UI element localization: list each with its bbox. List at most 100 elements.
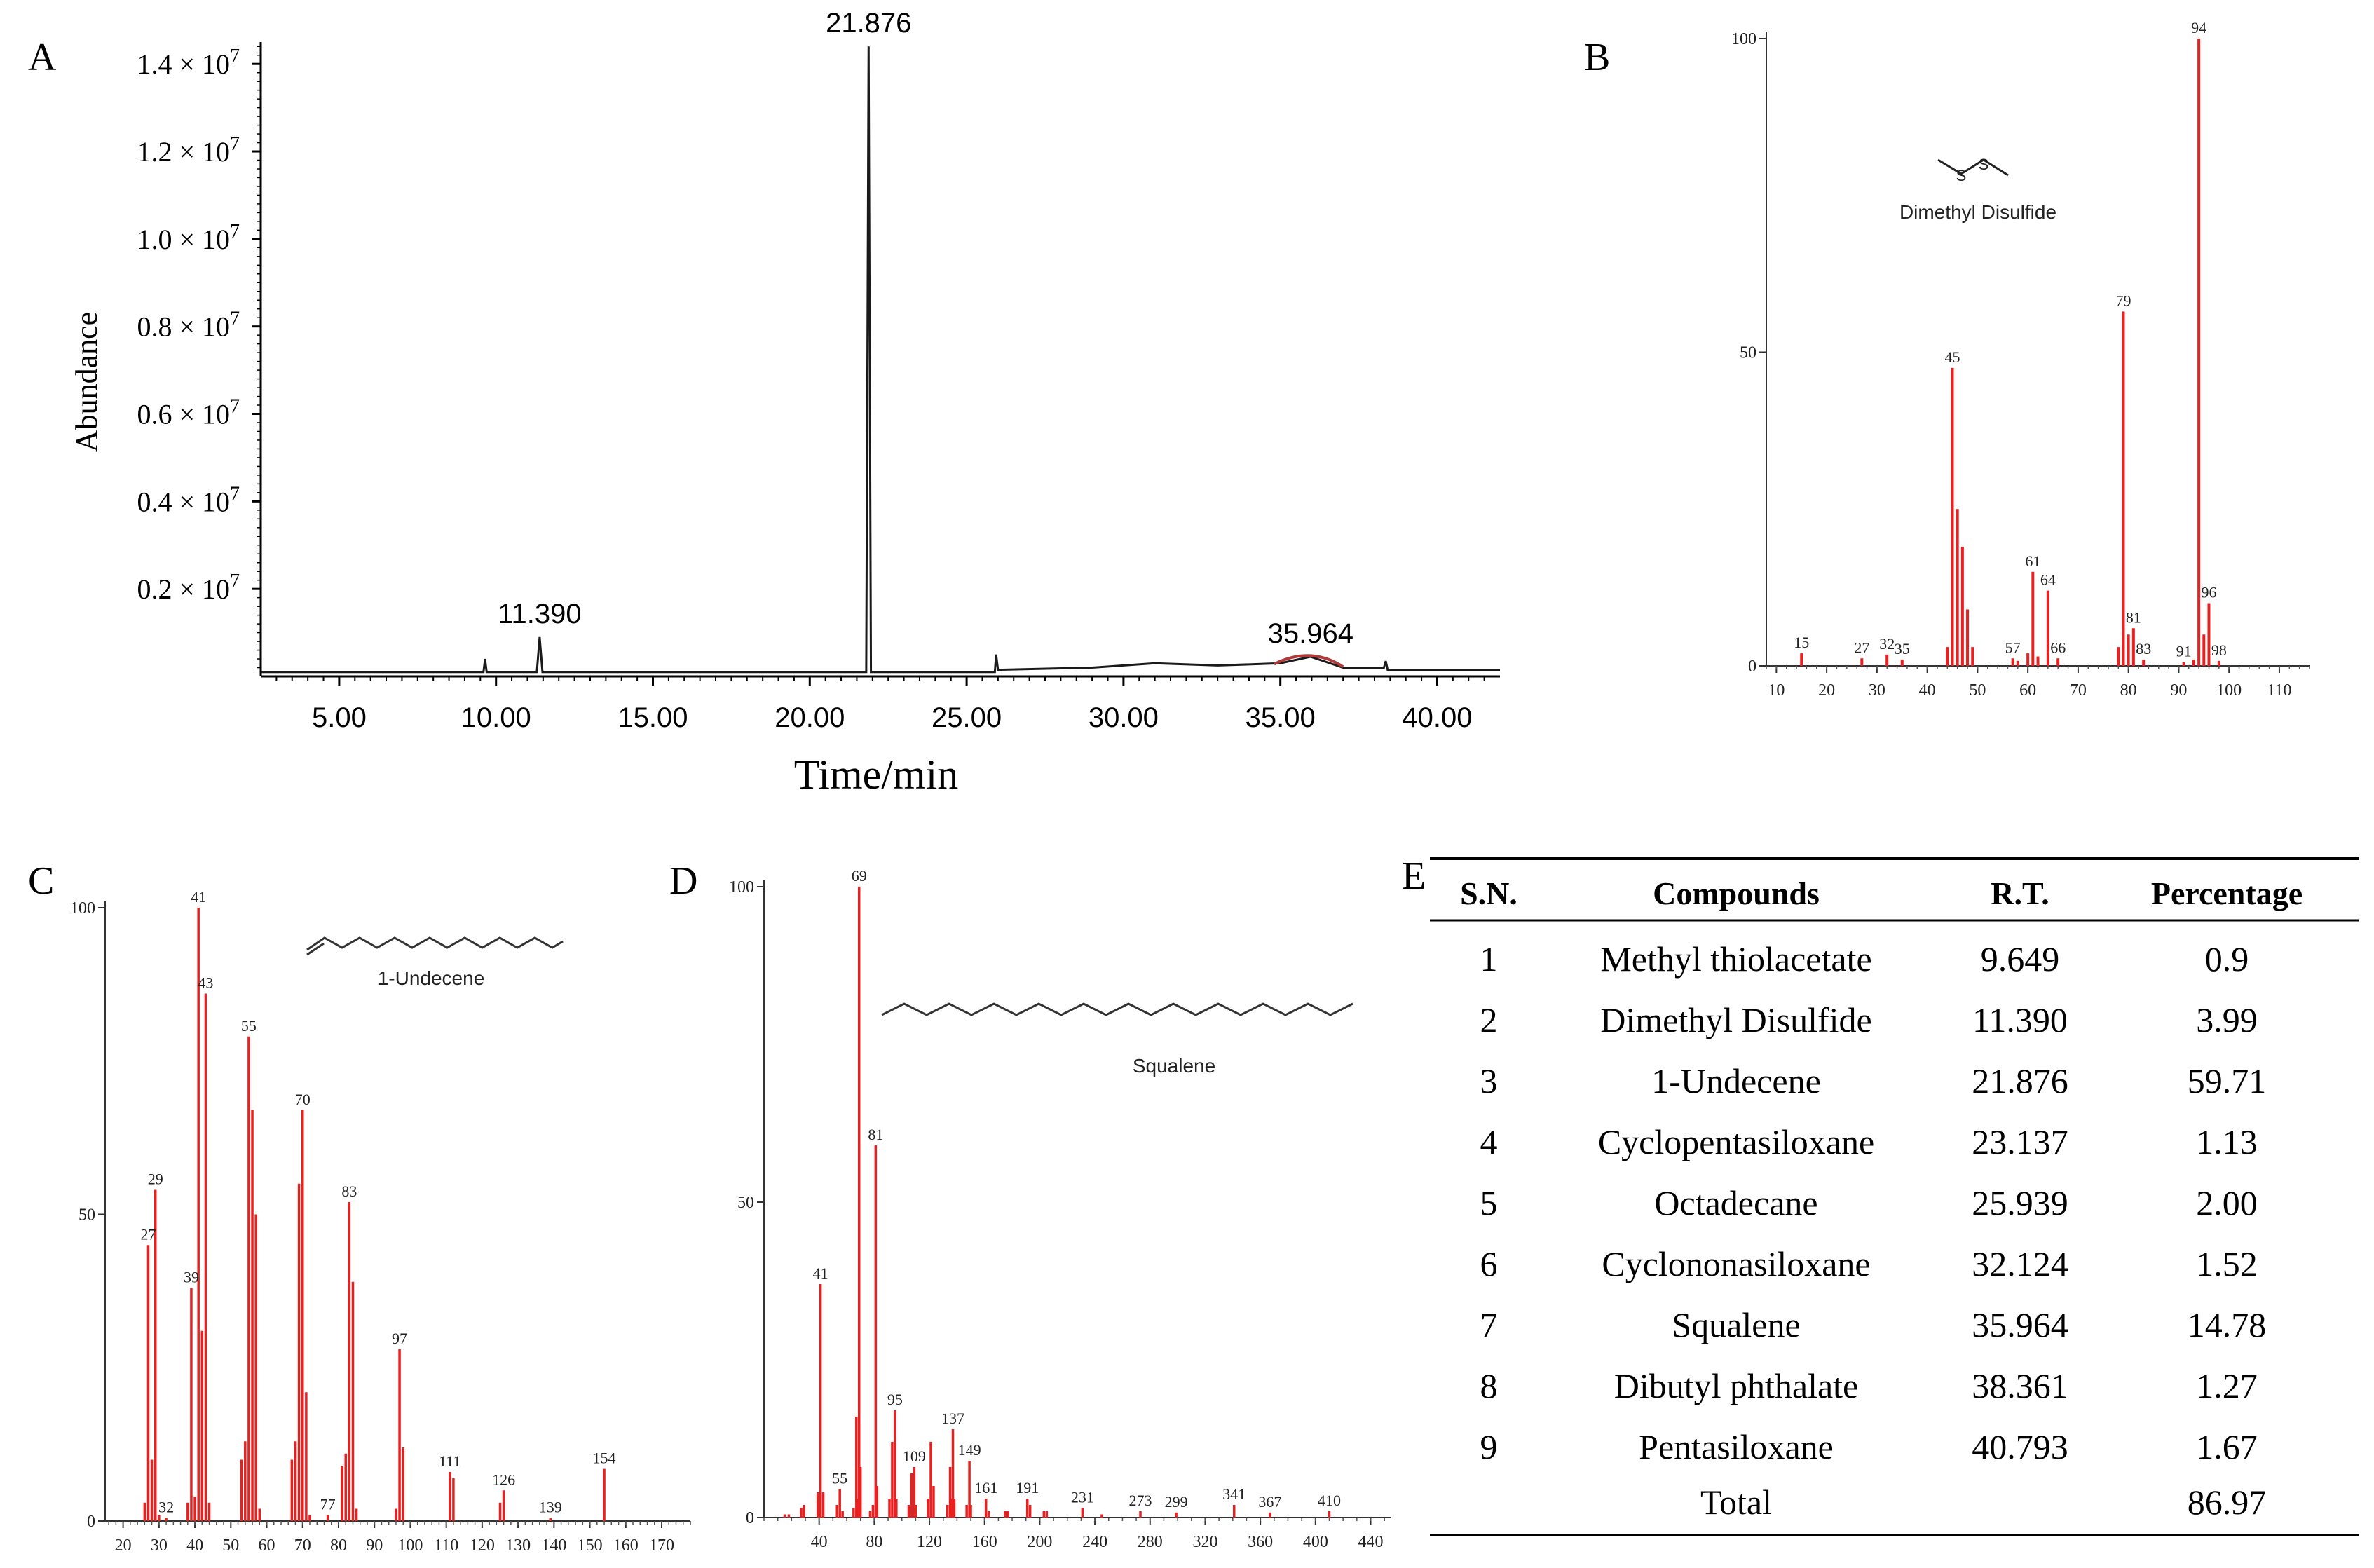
x-tick-label: 40	[811, 1533, 828, 1551]
table-cell: 4	[1480, 1122, 1498, 1161]
x-tick-label: 20	[1818, 681, 1835, 700]
table-column-header: Percentage	[2151, 875, 2303, 911]
table-cell: 5	[1480, 1183, 1498, 1222]
panel-c-mass-spectrum: C 1-Undecene 20 30 40 50 60 70 80 90 100 110 120 13…	[28, 859, 691, 1555]
peak-label: 95	[887, 1391, 903, 1408]
panel-a-x-axis-title: Time/min	[794, 751, 959, 798]
peak-label: 32	[158, 1499, 174, 1516]
structure-atom: S	[1956, 167, 1967, 184]
y-tick-label: 50	[79, 1206, 95, 1225]
panel-d-compound-name: Squalene	[1133, 1055, 1215, 1077]
table-cell: 9	[1480, 1427, 1498, 1466]
panel-d-mass-spectrum: D Squalene 40 80 120 160 200 240 280 320 360 400 4…	[669, 859, 1391, 1551]
peak-label: 57	[2005, 639, 2021, 656]
table-cell: 8	[1480, 1366, 1498, 1405]
panel-a-ticks: 5.00 10.00 15.00 20.00 25.00 30.00 35.00 40.00 0…	[137, 46, 1485, 733]
table-cell: 11.390	[1972, 1000, 2068, 1039]
table-cell: 1.27	[2196, 1366, 2258, 1405]
table-cell: 0.9	[2205, 939, 2249, 979]
panel-d-axes	[763, 880, 1391, 1518]
peak-label: 161	[974, 1479, 997, 1497]
table-cell: 25.939	[1972, 1183, 2068, 1222]
panel-d-bars	[783, 887, 1331, 1518]
x-tick-label: 200	[1027, 1533, 1052, 1551]
table-cell: 1.67	[2196, 1427, 2258, 1466]
y-tick-label: 50	[737, 1194, 754, 1212]
x-tick-label: 100	[397, 1536, 423, 1555]
y-tick-label: 100	[729, 878, 754, 897]
y-tick-label: 0.6 × 107	[137, 396, 240, 430]
peak-label: 273	[1129, 1492, 1152, 1509]
peak-label: 27	[1854, 639, 1869, 656]
x-tick-label: 70	[2070, 681, 2087, 700]
x-tick-label: 20	[115, 1536, 132, 1555]
panel-b-compound-name: Dimethyl Disulfide	[1899, 201, 2056, 223]
peak-label: 410	[1318, 1492, 1341, 1509]
table-cell: 59.71	[2188, 1061, 2267, 1100]
peak-label: 21.876	[826, 8, 911, 39]
table-cell: Octadecane	[1654, 1183, 1817, 1222]
panel-a-peak-labels: 11.390 21.876 35.964	[498, 8, 1353, 649]
x-tick-label: 20.00	[775, 702, 845, 733]
peak-label: 109	[903, 1447, 926, 1465]
peak-label: 97	[392, 1330, 407, 1347]
table-cell: 1	[1480, 939, 1498, 979]
x-tick-label: 40	[186, 1536, 203, 1555]
peak-label: 70	[295, 1091, 311, 1108]
panel-c-axes	[104, 901, 690, 1522]
y-tick-label: 1.4 × 107	[137, 46, 240, 80]
x-tick-label: 60	[2019, 681, 2036, 700]
peak-label: 29	[148, 1171, 163, 1188]
table-cell: Squalene	[1672, 1305, 1800, 1344]
table-cell: 14.78	[2188, 1305, 2267, 1344]
x-tick-label: 360	[1248, 1533, 1273, 1551]
panel-d-label: D	[669, 859, 697, 903]
x-tick-label: 120	[470, 1536, 495, 1555]
peak-label: 77	[320, 1495, 336, 1513]
panel-c-compound-name: 1-Undecene	[378, 967, 485, 989]
panel-b-mass-spectrum: B S S Dimethyl Disulfide 10 20 30 40 50 60 70 8…	[1584, 19, 2310, 700]
x-tick-label: 140	[541, 1536, 566, 1555]
peak-label: 367	[1258, 1493, 1281, 1511]
x-tick-label: 170	[649, 1536, 674, 1555]
peak-label: 83	[2136, 640, 2151, 657]
peak-label: 191	[1016, 1479, 1039, 1497]
peak-label: 45	[1945, 348, 1960, 366]
tic-trace	[261, 46, 1500, 674]
x-tick-label: 10	[1768, 681, 1785, 700]
peak-label: 137	[941, 1410, 964, 1427]
structure-bonds	[1937, 158, 2009, 177]
peak-label: 96	[2201, 584, 2216, 601]
table-cell: 2.00	[2196, 1183, 2258, 1222]
table-cell: 21.876	[1972, 1061, 2068, 1100]
peak-label: 79	[2115, 292, 2131, 309]
panel-a-y-axis-title: Abundance	[69, 312, 104, 452]
x-tick-label: 15.00	[618, 702, 688, 733]
panel-c-ticks: 20 30 40 50 60 70 80 90 100 110 120 130 140 150 160 170…	[70, 899, 691, 1555]
peak-label: 41	[813, 1264, 828, 1282]
panel-e-compound-table: E S.N. Compounds R.T. Percentage 1 Methyl th…	[1402, 854, 2359, 1536]
x-tick-label: 25.00	[932, 702, 1002, 733]
x-tick-label: 30.00	[1089, 702, 1159, 733]
table-cell: Cyclopentasiloxane	[1598, 1122, 1874, 1161]
squalene-structure	[881, 1002, 1353, 1016]
x-tick-label: 100	[2216, 681, 2242, 700]
table-column-header: S.N.	[1460, 875, 1517, 911]
y-tick-label: 0.8 × 107	[137, 308, 240, 343]
peak-label: 149	[958, 1441, 981, 1459]
table-cell: 9.649	[1981, 939, 2060, 979]
y-tick-label: 1.2 × 107	[137, 133, 240, 168]
panel-e-label: E	[1402, 854, 1426, 898]
peak-label: 81	[868, 1126, 883, 1143]
y-tick-label: 100	[1731, 30, 1756, 48]
peak-label: 111	[439, 1452, 461, 1470]
panel-d-peak-labels: 41 55 69 81 95 109 137 149 161 191 231 273 299 341 367…	[813, 867, 1341, 1511]
x-tick-label: 150	[578, 1536, 603, 1555]
panel-a-label: A	[28, 36, 57, 79]
panel-d-ticks: 40 80 120 160 200 240 280 320 360 400 440 0 50 100	[729, 878, 1385, 1551]
y-tick-label: 0.2 × 107	[137, 571, 240, 605]
x-tick-label: 10.00	[461, 702, 531, 733]
x-tick-label: 240	[1082, 1533, 1107, 1551]
x-tick-label: 280	[1138, 1533, 1163, 1551]
table-column-header: R.T.	[1991, 875, 2049, 911]
